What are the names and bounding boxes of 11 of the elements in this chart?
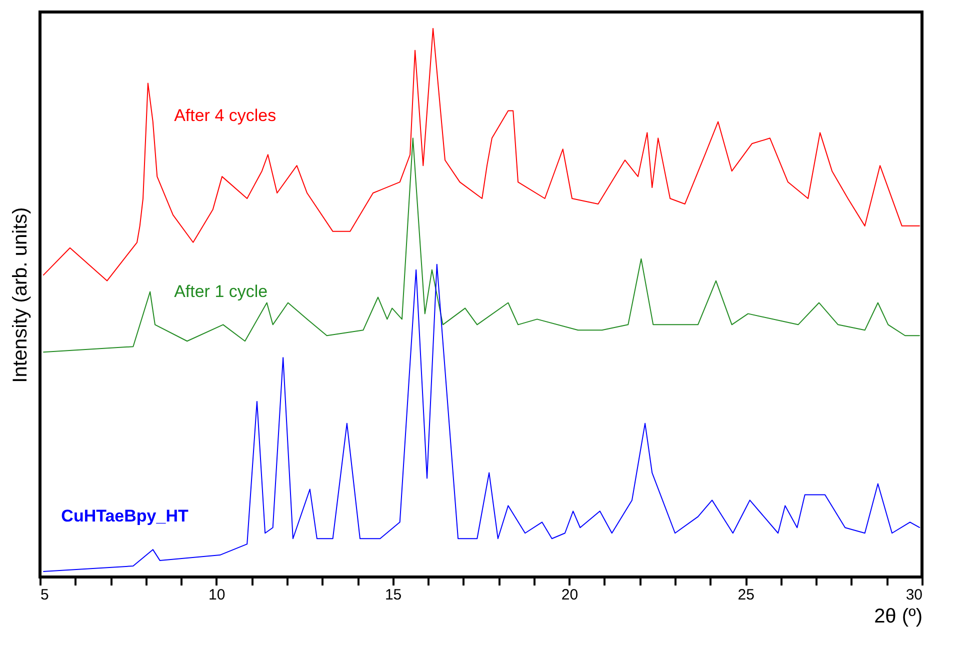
series-label: After 1 cycle <box>174 282 268 301</box>
series-label: After 4 cycles <box>174 106 276 126</box>
series-label: CuHTaeBpy_HT <box>61 506 189 526</box>
x-tick-label: 30 <box>906 586 922 604</box>
x-tick-label: 5 <box>40 586 49 604</box>
y-axis-title: Intensity (arb. units) <box>10 207 32 383</box>
x-axis-title: 2θ (º) <box>874 606 922 628</box>
x-tick-label: 10 <box>208 586 226 604</box>
x-tick-label: 15 <box>384 586 402 604</box>
x-tick-label: 25 <box>738 586 754 604</box>
x-tick-label: 20 <box>561 586 578 604</box>
